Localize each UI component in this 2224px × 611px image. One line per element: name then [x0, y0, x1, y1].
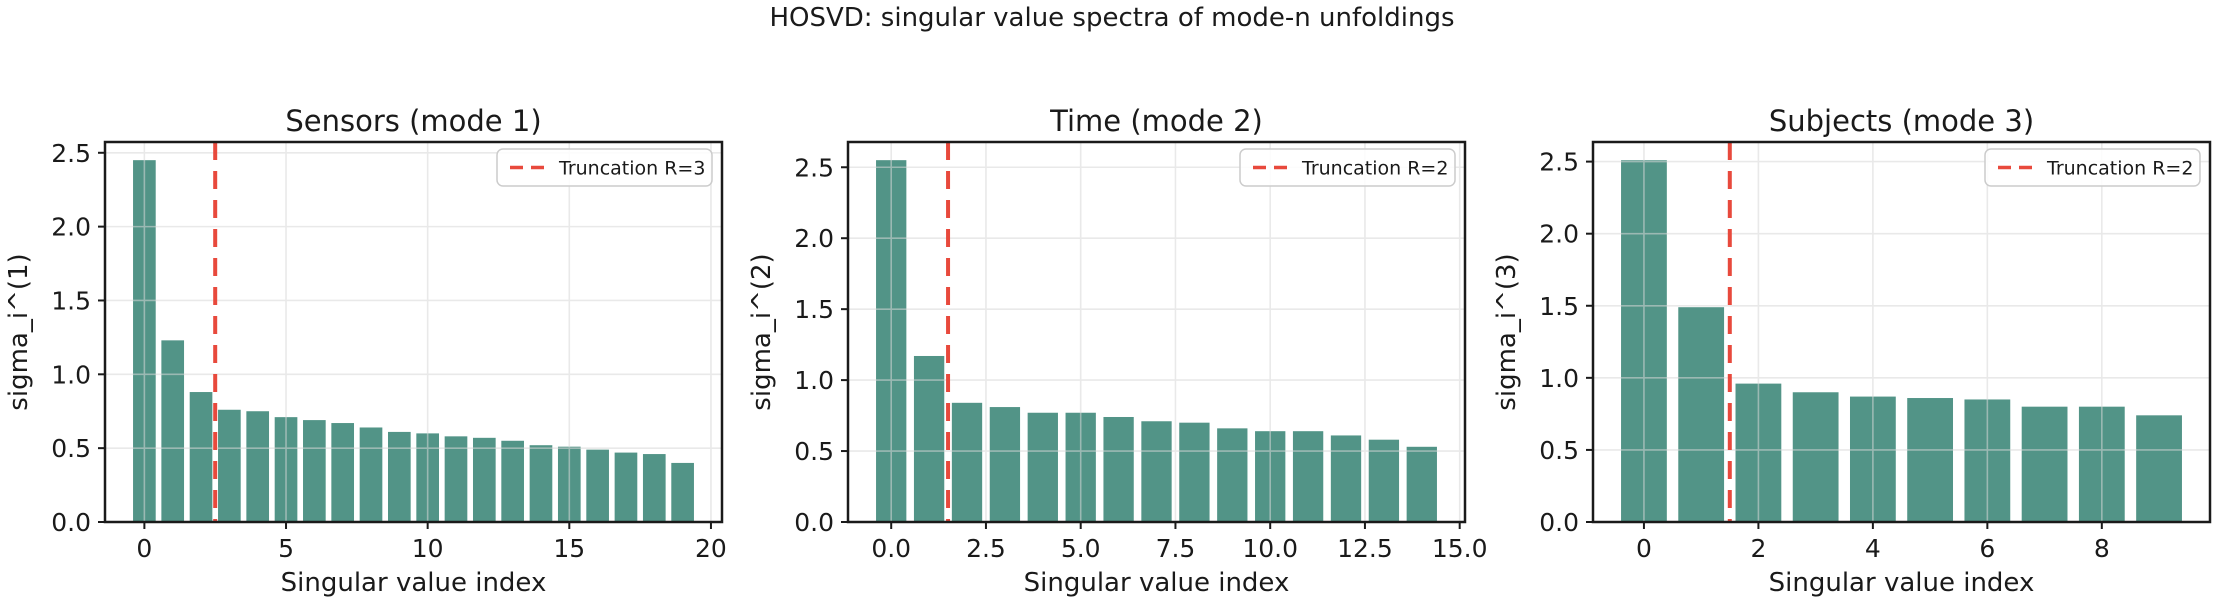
y-tick-label: 2.5	[1539, 148, 1579, 177]
y-tick-label: 0.0	[51, 508, 91, 537]
bar	[444, 436, 468, 522]
y-tick-label: 0.0	[794, 508, 834, 537]
subplot-3: 0 2 4 6 8 0.0 0.5 1.0 1.5 2.0 2.5 Subjects (mode 3)…	[1492, 104, 2212, 598]
bar	[1792, 392, 1839, 522]
plot-frame	[1591, 140, 2212, 524]
x-tick-label: 0	[136, 534, 152, 563]
legend: Truncation R=3	[496, 148, 713, 187]
bar	[501, 440, 524, 522]
x-axis-label: Singular value index	[281, 568, 547, 598]
y-axis-label: sigma_i^(3)	[1492, 253, 1522, 410]
x-tick-label: 0.0	[871, 534, 911, 563]
y-tick-label: 2.0	[794, 224, 834, 253]
x-axis-label: Singular value index	[1769, 568, 2035, 598]
bar	[246, 411, 270, 522]
grid	[1593, 142, 2210, 522]
y-axis-label: sigma_i^(1)	[4, 253, 34, 410]
x-tick-label: 10	[412, 534, 444, 563]
x-tick-label: 5	[278, 534, 294, 563]
x-tick-label: 15.0	[1432, 534, 1488, 563]
y-tick-label: 2.5	[51, 139, 91, 168]
x-tick-label: 20	[695, 534, 727, 563]
bar	[1141, 421, 1172, 522]
subplot-title: Sensors (mode 1)	[285, 104, 541, 138]
subplot-2: 0.0 2.5 5.0 7.5 10.0 12.5 15.0 0.0 0.5 1.0 1.5 2.0 2…	[747, 104, 1488, 598]
grid	[848, 142, 1465, 522]
y-tick-label: 0.5	[1539, 436, 1579, 465]
bar	[388, 431, 411, 522]
bar	[671, 462, 694, 522]
subplot-1: 0 5 10 15 20 0.0 0.5 1.0 1.5 2.0 2.5 Sensors (mode …	[4, 104, 727, 598]
bar	[218, 409, 241, 522]
bar	[642, 454, 666, 522]
bar	[2136, 415, 2182, 522]
legend: Truncation R=2	[1239, 148, 1456, 187]
y-tick-label: 1.5	[51, 286, 91, 315]
y-tick-label: 1.5	[794, 295, 834, 324]
x-tick-label: 0	[1636, 534, 1652, 563]
y-tick-label: 1.0	[794, 366, 834, 395]
subplot-title: Subjects (mode 3)	[1769, 104, 2034, 138]
legend-box	[496, 148, 713, 187]
x-tick-label: 2	[1750, 534, 1766, 563]
bar	[1179, 422, 1210, 522]
legend-box	[1239, 148, 1456, 187]
figure-suptitle: HOSVD: singular value spectra of mode-n …	[769, 3, 1455, 33]
y-tick-label: 1.0	[1539, 364, 1579, 393]
x-tick-label: 2.5	[966, 534, 1006, 563]
y-tick-label: 0.5	[794, 437, 834, 466]
x-tick-label: 6	[1979, 534, 1995, 563]
x-axis-label: Singular value index	[1024, 568, 1290, 598]
bar	[1027, 412, 1058, 522]
bar	[913, 355, 945, 522]
x-tick-label: 10.0	[1242, 534, 1298, 563]
bar	[1103, 416, 1134, 522]
bar	[1907, 398, 1954, 522]
bar	[1406, 446, 1437, 522]
bar	[1368, 439, 1400, 522]
legend: Truncation R=2	[1984, 148, 2201, 187]
x-tick-label: 4	[1865, 534, 1881, 563]
bar	[2021, 406, 2068, 522]
y-tick-label: 0.5	[51, 434, 91, 463]
bar	[1678, 307, 1725, 522]
bar	[529, 445, 553, 522]
y-tick-label: 1.0	[51, 360, 91, 389]
subplot-title: Time (mode 2)	[1049, 104, 1263, 138]
bar	[359, 427, 383, 522]
x-tick-label: 15	[553, 534, 585, 563]
bar	[472, 437, 496, 522]
bar	[331, 423, 355, 522]
plot-frame	[846, 140, 1467, 524]
y-tick-label: 2.0	[51, 213, 91, 242]
bar	[1292, 431, 1324, 522]
legend-box	[1984, 148, 2201, 187]
plot-frame	[103, 140, 724, 524]
bar	[989, 407, 1021, 522]
bar	[951, 402, 983, 522]
grid	[105, 142, 722, 522]
bar	[189, 392, 213, 522]
x-tick-label: 8	[2094, 534, 2110, 563]
x-tick-label: 7.5	[1156, 534, 1196, 563]
x-tick-label: 12.5	[1337, 534, 1393, 563]
y-axis-label: sigma_i^(2)	[747, 253, 777, 410]
y-tick-label: 2.0	[1539, 220, 1579, 249]
y-tick-label: 2.5	[794, 153, 834, 182]
y-tick-label: 0.0	[1539, 508, 1579, 537]
bar	[1330, 435, 1362, 522]
bar	[303, 420, 326, 522]
y-tick-label: 1.5	[1539, 292, 1579, 321]
x-tick-label: 5.0	[1061, 534, 1101, 563]
legend-label: Truncation R=2	[1301, 158, 1448, 180]
bar	[614, 452, 638, 522]
bar	[586, 449, 609, 522]
legend-label: Truncation R=2	[2046, 158, 2193, 180]
legend-label: Truncation R=3	[558, 158, 705, 180]
bar	[161, 340, 185, 522]
bar	[1217, 428, 1248, 522]
